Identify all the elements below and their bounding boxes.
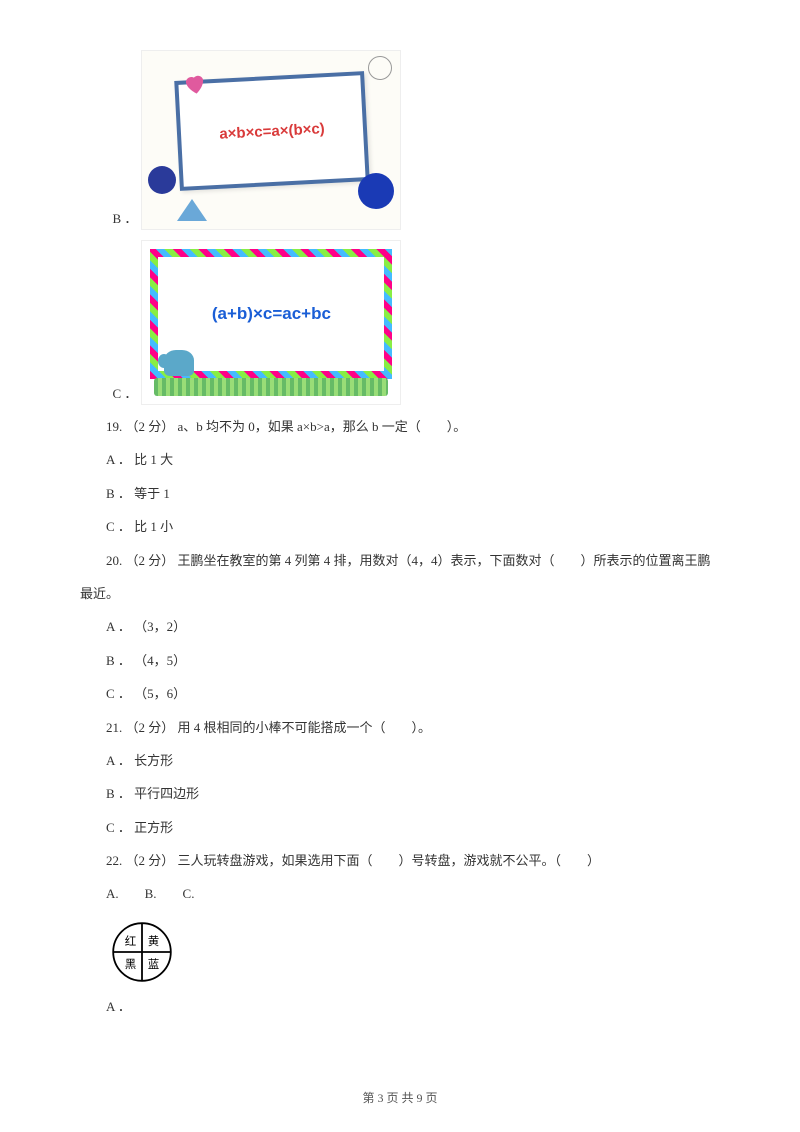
- option-c-row: C ． (a+b)×c=ac+bc: [80, 240, 720, 405]
- formula-c: (a+b)×c=ac+bc: [212, 299, 331, 330]
- grass-decor: [154, 378, 388, 396]
- spinner-label-yellow: 黄: [148, 934, 160, 948]
- q20-stem: 20. （2 分） 王鹏坐在教室的第 4 列第 4 排，用数对（4，4）表示，下…: [80, 549, 720, 572]
- q20-optB: B ． （4，5）: [80, 649, 720, 672]
- spinner-label-red: 红: [125, 935, 137, 948]
- q22-stem: 22. （2 分） 三人玩转盘游戏，如果选用下面（ ）号转盘，游戏就不公平。（ …: [80, 849, 720, 872]
- option-b-label: B ．: [80, 207, 137, 230]
- q21-optA: A ． 长方形: [80, 749, 720, 772]
- spinner-figure: 红 黄 黑 蓝: [106, 916, 178, 988]
- q19-optB: B ． 等于 1: [80, 482, 720, 505]
- page-content: B ． a×b×c=a×(b×c) C ． (a+b)×c=ac+bc 19. …: [0, 0, 800, 1049]
- heart-icon: [180, 69, 210, 99]
- formula-b: a×b×c=a×(b×c): [219, 115, 326, 147]
- q20-stem2: 最近。: [80, 582, 720, 605]
- q20-optC: C ． （5，6）: [80, 682, 720, 705]
- spinner-label-black: 黑: [125, 958, 137, 971]
- blue-ball-left: [148, 166, 176, 194]
- page-footer: 第 3 页 共 9 页: [0, 1088, 800, 1110]
- option-b-row: B ． a×b×c=a×(b×c): [80, 50, 720, 230]
- option-c-figure: (a+b)×c=ac+bc: [141, 240, 401, 405]
- q22-row: A. B. C.: [80, 882, 720, 905]
- q21-optB: B ． 平行四边形: [80, 782, 720, 805]
- q19-optC: C ． 比 1 小: [80, 515, 720, 538]
- option-b-figure: a×b×c=a×(b×c): [141, 50, 401, 230]
- q21-optC: C ． 正方形: [80, 816, 720, 839]
- spinner-label-blue: 蓝: [148, 958, 160, 971]
- q19-optA: A ． 比 1 大: [80, 448, 720, 471]
- elephant-icon: [164, 350, 194, 376]
- sun-decor: [368, 56, 392, 80]
- tent-decor: [177, 199, 207, 221]
- q21-stem: 21. （2 分） 用 4 根相同的小棒不可能搭成一个（ ）。: [80, 716, 720, 739]
- q22-optA: A ．: [80, 995, 720, 1018]
- blue-ball-right: [358, 173, 394, 209]
- option-c-label: C ．: [80, 382, 137, 405]
- q20-optA: A ． （3，2）: [80, 615, 720, 638]
- q19-stem: 19. （2 分） a、b 均不为 0，如果 a×b>a，那么 b 一定（ ）。: [80, 415, 720, 438]
